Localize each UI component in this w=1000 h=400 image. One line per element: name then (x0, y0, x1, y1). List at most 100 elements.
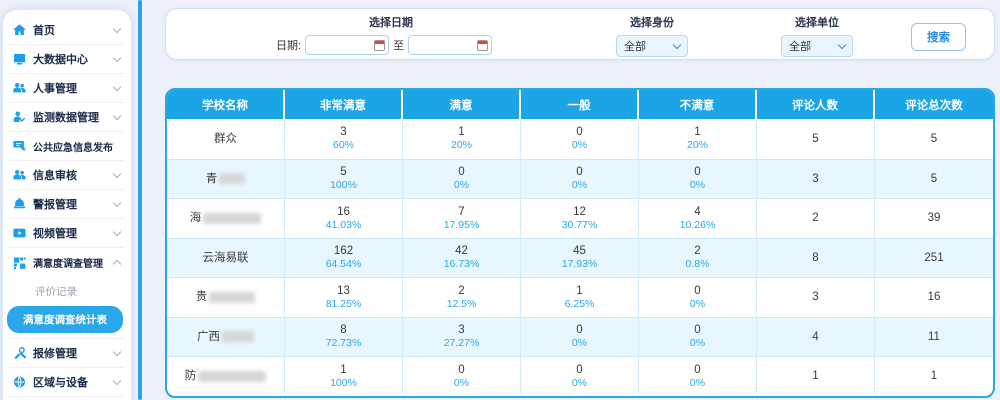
sidebar-item[interactable]: 首页 (9, 16, 125, 45)
satisfaction-cell: 45 17.93% (521, 238, 639, 277)
reviewer-count-cell: 2 (757, 199, 875, 238)
table-column-header: 评论总次数 (905, 100, 963, 112)
percent-value: 0% (689, 297, 706, 310)
identity-select[interactable]: 全部 (616, 35, 688, 57)
sidebar-item[interactable]: 报修管理 (9, 339, 125, 368)
sidebar-item[interactable]: 满意度调查管理 (9, 248, 125, 277)
satisfaction-cell: 0 0% (521, 317, 639, 356)
sidebar-item[interactable]: 区域与设备 (9, 368, 125, 397)
school-name-cell: 防 (167, 357, 285, 396)
sidebar-item[interactable]: 人事管理 (9, 74, 125, 103)
count-value: 0 (576, 126, 583, 138)
satisfaction-cell: 0 0% (639, 357, 757, 396)
grid-icon (11, 255, 28, 270)
school-name: 群众 (214, 132, 237, 145)
sidebar-item[interactable]: 监测数据管理 (9, 103, 125, 132)
sidebar-subitem-selected[interactable]: 满意度调查统计表 (7, 306, 123, 333)
percent-value: 10.26% (679, 218, 716, 231)
sidebar-menu: 首页大数据中心人事管理监测数据管理 公共应急信息发布信息审核警报管理视频管理满意度… (3, 16, 131, 400)
count-value: 1 (694, 126, 701, 138)
sidebar-submenu: 评价记录满意度调查统计表 (7, 277, 125, 339)
total-reviews-cell: 16 (927, 291, 941, 304)
satisfaction-cell: 3 60% (285, 119, 403, 159)
sidebar-scrollbar[interactable] (138, 0, 142, 400)
count-value: 0 (576, 166, 583, 178)
date-end-field[interactable] (409, 36, 492, 54)
calendar-icon[interactable] (374, 40, 386, 51)
sidebar-item[interactable]: 公共应急信息发布 (9, 132, 125, 161)
count-value: 1 (458, 126, 465, 138)
satisfaction-cell: 0 0% (639, 278, 757, 317)
satisfaction-cell: 16 41.03% (285, 199, 403, 238)
person-check-icon (11, 110, 28, 125)
sidebar-item[interactable]: 视频管理 (9, 219, 125, 248)
total-reviews-cell: 39 (927, 212, 941, 225)
chevron-down-icon (837, 40, 847, 50)
date-start-field[interactable] (306, 36, 389, 54)
satisfaction-cell: 1 6.25% (521, 278, 639, 317)
count-value: 2 (458, 284, 465, 297)
satisfaction-cell: 2 0.8% (639, 238, 757, 277)
date-end-input[interactable] (408, 35, 493, 55)
satisfaction-cell: 12 30.77% (521, 199, 639, 238)
count-value: 0 (576, 324, 583, 336)
count-value: 0 (694, 363, 701, 376)
reviewer-count-cell: 3 (757, 278, 875, 317)
satisfaction-cell: 0 0% (403, 159, 521, 198)
count-value: 3 (340, 126, 347, 138)
total-reviews-cell: 11 (928, 330, 940, 343)
chevron-down-icon (112, 53, 122, 62)
sidebar-item-label: 视频管理 (33, 228, 77, 240)
satisfaction-cell: 1 100% (285, 357, 403, 396)
table-row: 海 16 41.03% 7 17.95% 12 30.77% 4 10.26% 2 39 (167, 198, 993, 238)
home-icon (11, 23, 28, 38)
redacted-name-blur (203, 212, 262, 224)
table-row: 广西 8 72.73% 3 27.27% 0 0% 0 0% 4 11 (167, 316, 993, 356)
percent-value: 0% (689, 337, 706, 350)
alarm-icon (11, 197, 28, 212)
sidebar-item-label: 人事管理 (33, 83, 77, 95)
table-row: 群众 3 60% 1 20% 0 0% 1 20% 5 5 (167, 119, 993, 159)
percent-value: 60% (332, 139, 354, 152)
sidebar-item-label: 信息审核 (33, 170, 77, 182)
chevron-down-icon (112, 198, 122, 207)
sidebar-item-label: 首页 (33, 25, 55, 37)
date-filter-label: 选择日期 (369, 17, 413, 29)
reviewer-count-cell: 3 (757, 159, 875, 198)
sidebar-item[interactable]: 信息审核 (9, 161, 125, 190)
count-value: 8 (340, 324, 347, 336)
count-value: 16 (337, 205, 350, 218)
sidebar-item-label: 大数据中心 (33, 54, 88, 66)
count-value: 0 (458, 166, 465, 178)
percent-value: 64.54% (325, 258, 362, 271)
sidebar-item[interactable]: 大数据中心 (9, 45, 125, 74)
count-value: 13 (337, 284, 350, 297)
school-name-cell: 群众 (167, 119, 285, 159)
redacted-name-blur (219, 173, 246, 185)
table-column-header: 评论人数 (757, 90, 875, 119)
people-icon (11, 81, 28, 96)
total-reviews-cell: 5 (930, 172, 938, 185)
unit-select[interactable]: 全部 (781, 35, 853, 57)
date-start-input[interactable] (305, 35, 390, 55)
satisfaction-cell: 2 12.5% (403, 278, 521, 317)
reviewer-count-cell: 4 (757, 317, 875, 356)
redacted-name-blur (222, 331, 254, 343)
satisfaction-cell: 5 100% (285, 159, 403, 198)
search-button[interactable]: 搜索 (911, 23, 966, 51)
percent-value: 81.25% (325, 297, 362, 310)
satisfaction-cell: 1 20% (639, 119, 757, 159)
school-name: 青 (205, 172, 218, 185)
sidebar-item-label: 警报管理 (33, 199, 77, 211)
identity-filter-label: 选择身份 (630, 17, 674, 29)
people-icon (11, 168, 28, 183)
count-value: 42 (455, 245, 468, 257)
table-row: 云海易联 162 64.54% 42 16.73% 45 17.93% 2 0.8% 8 251 (167, 237, 993, 277)
sidebar-item[interactable]: 警报管理 (9, 190, 125, 219)
sidebar-subitem[interactable]: 评价记录 (35, 286, 77, 298)
percent-value: 0% (453, 376, 470, 389)
calendar-icon[interactable] (477, 40, 489, 51)
table-column-header: 一般 (521, 90, 639, 119)
percent-value: 0% (571, 337, 588, 350)
sidebar-item-label: 报修管理 (33, 348, 77, 360)
